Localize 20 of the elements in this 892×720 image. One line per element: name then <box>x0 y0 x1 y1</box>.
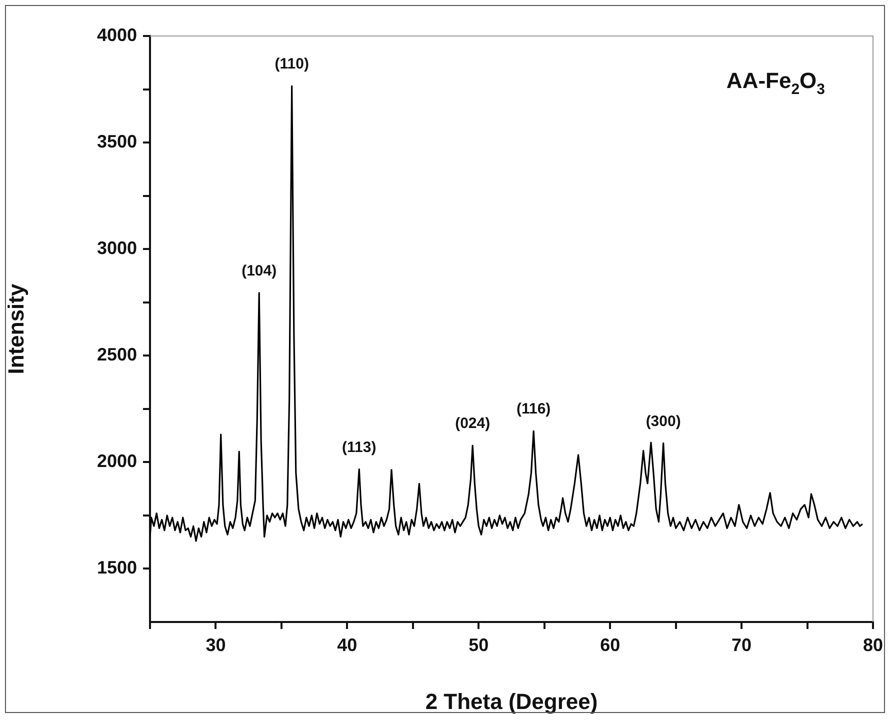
annotation: (110) <box>274 56 309 73</box>
x-tick-label: 80 <box>862 634 884 655</box>
x-tick-label: 60 <box>600 634 620 655</box>
x-tick-label: 30 <box>206 634 226 655</box>
x-tick-label: 50 <box>468 634 489 655</box>
y-tick-label: 2500 <box>96 344 137 365</box>
annotation: (300) <box>646 412 681 430</box>
y-tick-label: 3000 <box>96 238 137 258</box>
x-axis-title: 2 Theta (Degree) <box>425 688 598 714</box>
y-tick-label: 3500 <box>96 132 137 152</box>
annotation: (024) <box>455 415 490 432</box>
x-tick-label: 70 <box>732 634 752 655</box>
y-axis-title: Intensity <box>3 283 28 374</box>
x-tick-label: 40 <box>337 634 358 655</box>
annotation: (116) <box>516 400 551 418</box>
y-tick-label: 2000 <box>96 451 137 472</box>
y-tick-label: 4000 <box>96 24 137 45</box>
annotation: (104) <box>242 262 277 280</box>
annotation: (113) <box>342 438 376 456</box>
y-tick-label: 1500 <box>96 558 137 578</box>
